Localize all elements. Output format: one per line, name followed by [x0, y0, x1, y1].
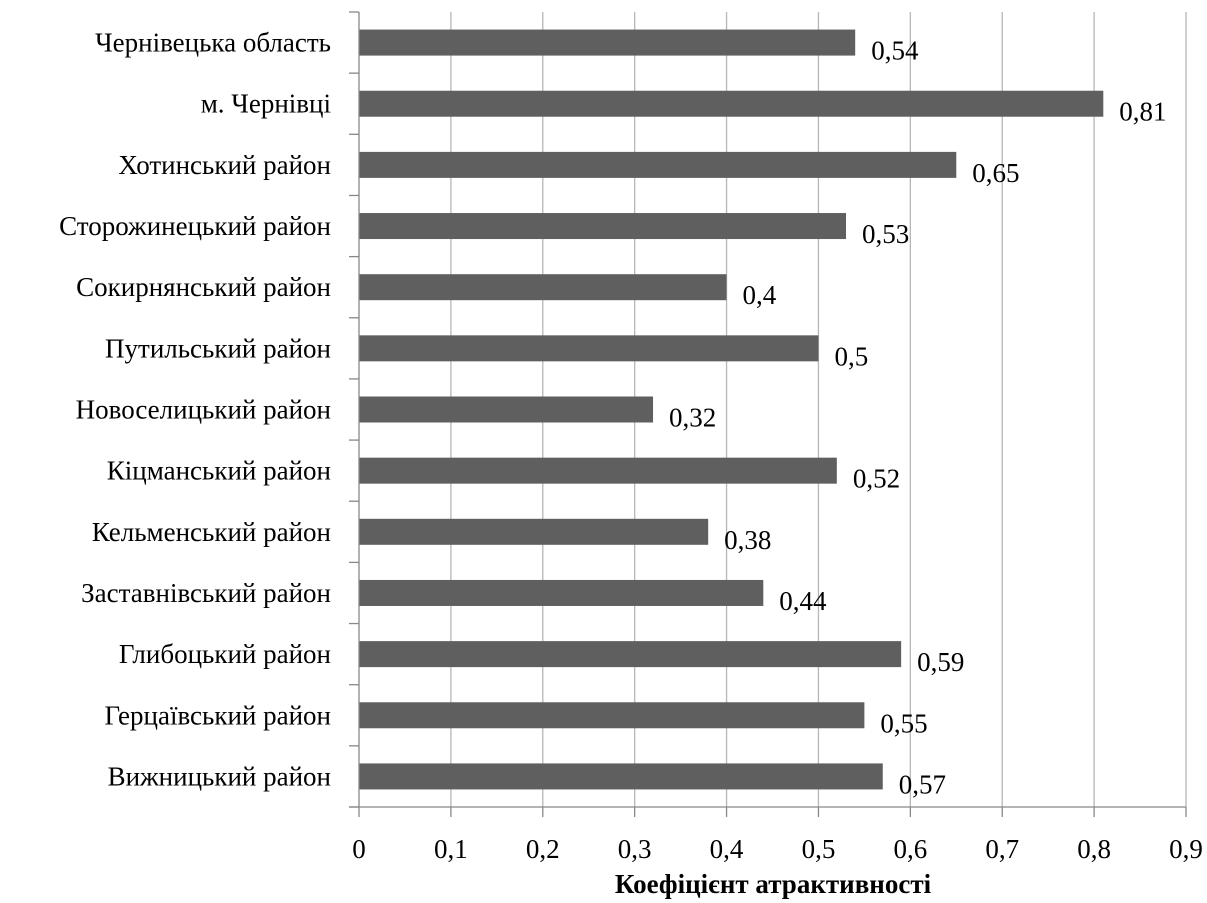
bar [359, 274, 727, 301]
bar [359, 579, 764, 606]
data-label: 0,38 [724, 525, 771, 555]
data-label: 0,32 [669, 403, 716, 433]
x-tick-label: 0,5 [802, 834, 836, 864]
labels: Чернівецька область 0,54 м. Чернівці 0,81 Хо… [59, 28, 1203, 864]
data-label: 0,4 [743, 280, 777, 310]
x-axis-title: Коефіцієнт атрактивності [615, 869, 932, 899]
axes [349, 11, 1187, 817]
data-label: 0,5 [834, 341, 868, 371]
x-tick-label: 0,6 [893, 834, 927, 864]
category-label: Хотинський район [118, 150, 331, 180]
data-label: 0,52 [853, 464, 900, 494]
category-label: Путильський район [105, 333, 331, 363]
category-label: Сторожинецький район [59, 211, 331, 241]
data-label: 0,54 [871, 36, 919, 66]
x-tick-label: 0 [352, 834, 366, 864]
category-label: Кельменський район [92, 517, 331, 547]
data-label: 0,81 [1119, 97, 1166, 127]
category-label: Сокирнянський район [76, 272, 331, 302]
x-tick-label: 0,2 [526, 834, 560, 864]
x-tick-label: 0,8 [1077, 834, 1111, 864]
data-label: 0,57 [899, 769, 946, 799]
x-tick-label: 0,9 [1169, 834, 1203, 864]
bars [359, 29, 1104, 790]
data-label: 0,44 [779, 586, 827, 616]
x-tick-label: 0,7 [985, 834, 1019, 864]
category-label: м. Чернівці [201, 89, 331, 119]
category-label: Заставнівський район [81, 578, 331, 608]
data-label: 0,65 [972, 158, 1019, 188]
x-tick-label: 0,1 [434, 834, 468, 864]
bar [359, 641, 902, 668]
x-tick-label: 0,4 [710, 834, 744, 864]
bar [359, 702, 865, 729]
bar [359, 335, 819, 362]
data-label: 0,53 [862, 219, 909, 249]
category-label: Герцаївський район [104, 700, 331, 730]
data-label: 0,55 [880, 708, 927, 738]
bar [359, 396, 654, 423]
bar [359, 457, 837, 484]
bar [359, 518, 709, 545]
bar [359, 763, 883, 790]
bar [359, 90, 1104, 117]
data-label: 0,59 [917, 647, 964, 677]
bar [359, 213, 847, 240]
category-label: Чернівецька область [95, 28, 331, 58]
gridlines [450, 12, 1187, 807]
category-label: Новоселицький район [76, 395, 331, 425]
category-label: Глибоцький район [119, 639, 331, 669]
category-label: Кіцманський район [107, 456, 331, 486]
x-tick-label: 0,3 [618, 834, 652, 864]
bar [359, 29, 856, 56]
category-label: Вижницький район [108, 761, 331, 791]
bar [359, 151, 957, 178]
